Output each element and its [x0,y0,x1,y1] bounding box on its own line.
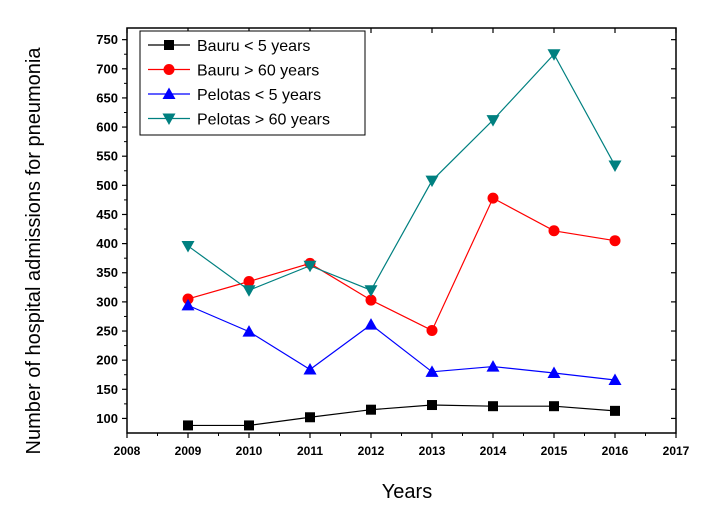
legend-item: Pelotas > 60 years [148,112,330,129]
data-point [364,285,378,297]
data-point [425,365,439,377]
data-point [547,366,561,378]
y-tick-label: 500 [96,178,118,193]
data-point [244,420,254,431]
series-layer [181,49,622,431]
legend-label: Bauru > 60 years [197,63,319,80]
x-axis-title: Years [382,481,432,503]
legend-label: Bauru < 5 years [197,38,310,55]
data-point [366,404,376,415]
data-point [427,400,437,411]
y-tick-label: 750 [96,32,118,47]
data-point [487,192,499,204]
data-point [488,401,498,412]
y-tick-label: 600 [96,120,118,135]
data-point [181,240,195,253]
series-line [188,404,616,427]
y-tick-label: 550 [96,149,118,164]
series-line [187,304,616,381]
series-2 [182,192,621,336]
legend-item: Bauru > 60 years [148,63,319,80]
data-point [608,373,622,385]
data-point [486,360,500,372]
data-point [303,260,317,273]
legend-label: Pelotas < 5 years [197,87,321,104]
data-point [305,412,315,423]
series-4 [181,49,622,297]
data-point [364,318,378,330]
series-1 [183,400,620,431]
data-point [425,175,439,188]
legend-item: Bauru < 5 years [148,38,310,55]
legend: Bauru < 5 years Bauru > 60 years Pelotas <… [139,30,366,136]
data-point [548,225,560,237]
data-point [608,160,622,173]
legend-marker [163,64,175,75]
data-point [183,420,193,431]
x-tick-label: 2015 [541,444,568,458]
data-point [609,235,621,247]
y-tick-label: 150 [96,382,118,397]
x-tick-label: 2009 [175,444,202,458]
legend-marker [162,113,176,125]
series-3 [181,298,622,385]
y-tick-label: 250 [96,324,118,339]
x-tick-label: 2011 [297,444,323,458]
data-point [242,325,256,337]
y-axis-title: Number of hospital admissions for pneumo… [23,47,45,455]
y-tick-label: 700 [96,61,118,76]
y-tick-label: 200 [96,353,118,368]
x-tick-label: 2012 [358,444,385,458]
series-line [187,53,616,291]
data-point [547,49,561,61]
data-point [426,324,438,336]
x-tick-label: 2010 [236,444,263,458]
data-point [303,362,317,375]
x-tick-label: 2017 [663,444,690,458]
data-point [486,115,500,127]
y-tick-label: 400 [96,236,118,251]
legend-marker [162,87,176,99]
y-tick-label: 100 [96,411,118,426]
y-tick-label: 350 [96,265,118,280]
data-point [365,294,377,306]
data-point [549,401,559,412]
legend-marker [164,40,174,50]
legend-box [139,30,366,136]
plot-axes: 2008 2009 2010 2011 2012 2013 2014 2015 2016 2017… [96,27,690,458]
series-line [187,197,616,332]
legend-label: Pelotas > 60 years [197,112,330,129]
x-tick-label: 2014 [480,444,507,458]
data-point [243,275,255,287]
y-tick-label: 450 [96,207,118,222]
x-tick-label: 2013 [419,444,446,458]
data-point [181,298,195,311]
data-point [610,405,620,416]
x-tick-label: 2008 [114,444,141,458]
y-tick-label: 650 [96,90,118,105]
legend-item: Pelotas < 5 years [148,87,321,104]
x-tick-label: 2016 [602,444,629,458]
y-tick-label: 300 [96,294,118,309]
data-point [242,285,256,297]
